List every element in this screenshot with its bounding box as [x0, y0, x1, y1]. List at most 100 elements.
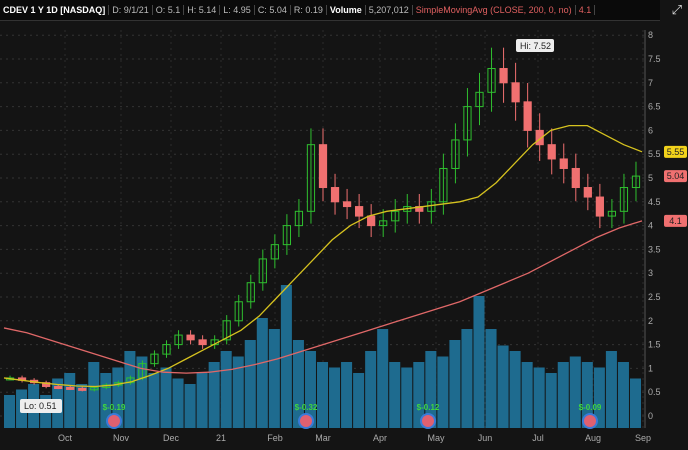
earnings-label: $-0.32	[295, 403, 318, 412]
price-tag	[664, 214, 687, 227]
month-tick-label: Nov	[113, 433, 130, 443]
volume-bar	[593, 367, 605, 428]
volume-bar	[76, 384, 88, 428]
price-tick-label: 0.5	[648, 387, 661, 397]
expand-icon[interactable]: ⤢	[671, 2, 682, 17]
price-tag	[664, 170, 687, 183]
month-tick-label: May	[427, 433, 445, 443]
volume-bar	[256, 318, 268, 428]
price-tick-label: 0	[648, 411, 653, 421]
volume-bar	[292, 340, 304, 428]
candle	[318, 144, 328, 189]
volume-bar	[304, 351, 316, 428]
candle	[595, 196, 604, 217]
volume-bar	[389, 362, 401, 428]
study-label[interactable]: SimpleMovingAvg (CLOSE, 200, 0, no)	[413, 5, 576, 15]
candle	[607, 210, 617, 217]
price-tick-label: 3	[648, 268, 653, 278]
volume-bar	[268, 329, 280, 428]
volume-bar	[581, 362, 593, 428]
low-label: L: 4.95	[220, 5, 255, 15]
candle	[90, 386, 99, 391]
candle	[78, 387, 87, 391]
volume-bar	[509, 351, 521, 428]
candle	[439, 167, 448, 203]
sma50-line	[3, 124, 643, 388]
earnings-label: $-0.12	[417, 403, 440, 412]
volume-bar	[4, 395, 16, 428]
price-tick-label: 6	[648, 125, 653, 135]
high-callout	[516, 39, 554, 52]
candle	[499, 68, 508, 84]
low-label: Lo: 0.51	[24, 401, 57, 411]
candle	[475, 91, 484, 108]
candle	[258, 258, 267, 284]
volume-bar	[329, 367, 341, 428]
volume-bar	[208, 362, 220, 428]
candle	[54, 385, 63, 389]
volume-bar	[533, 367, 545, 428]
candle	[619, 187, 629, 212]
candle	[391, 210, 400, 222]
candle	[367, 215, 376, 227]
high-label: H: 5.14	[184, 5, 221, 15]
candle	[198, 339, 207, 346]
candle	[355, 206, 364, 217]
candle	[66, 386, 75, 390]
earnings-icon	[420, 413, 436, 429]
candle	[535, 129, 544, 146]
price-tick-label: 5	[648, 173, 653, 183]
candle	[174, 334, 183, 346]
candle	[234, 301, 243, 322]
candle	[547, 144, 556, 160]
price-tag-label: 5.55	[667, 147, 685, 157]
volume-value: 5,207,012	[366, 5, 413, 15]
price-tick-label: 7	[648, 78, 653, 88]
price-tick-label: 2	[648, 316, 653, 326]
earnings-icon	[298, 413, 314, 429]
price-tick-label: 6.5	[648, 102, 661, 112]
candle	[379, 220, 388, 227]
volume-bar	[136, 356, 148, 428]
price-tick-label: 7.5	[648, 54, 661, 64]
candle	[487, 68, 496, 93]
volume-bar	[64, 373, 76, 428]
candle	[282, 225, 291, 246]
candle	[342, 201, 352, 208]
volume-bar	[184, 384, 196, 428]
volume-bar	[244, 340, 256, 428]
candle	[523, 101, 532, 131]
volume-bar	[497, 345, 509, 428]
price-tick-label: 5.5	[648, 149, 661, 159]
volume-bar	[629, 378, 641, 428]
high-label: Hi: 7.52	[520, 41, 551, 51]
candle	[463, 106, 472, 141]
candle	[294, 210, 304, 227]
price-tick-label: 2.5	[648, 292, 661, 302]
month-tick-label: Jul	[532, 433, 544, 443]
month-tick-label: Apr	[373, 433, 387, 443]
volume-bar	[220, 351, 232, 428]
symbol-label[interactable]: CDEV 1 Y 1D [NASDAQ]	[0, 5, 110, 15]
month-tick-label: Mar	[315, 433, 331, 443]
month-tick-label: Dec	[163, 433, 180, 443]
month-tick-label: Aug	[585, 433, 601, 443]
candle	[270, 244, 279, 260]
earnings-label: $-0.09	[579, 403, 602, 412]
volume-bar	[124, 351, 136, 428]
earnings-label: $-0.19	[103, 403, 126, 412]
volume-bar	[160, 367, 172, 428]
price-tick-label: 4.5	[648, 197, 661, 207]
volume-bar	[473, 296, 485, 428]
candle	[571, 167, 580, 189]
volume-bar	[377, 329, 389, 428]
price-tick-label: 3.5	[648, 244, 661, 254]
candle	[246, 282, 255, 303]
price-tick-label: 8	[648, 30, 653, 40]
price-tag	[664, 145, 687, 158]
volume-bar	[413, 362, 425, 428]
candle	[330, 187, 340, 203]
volume-bar	[425, 351, 437, 428]
